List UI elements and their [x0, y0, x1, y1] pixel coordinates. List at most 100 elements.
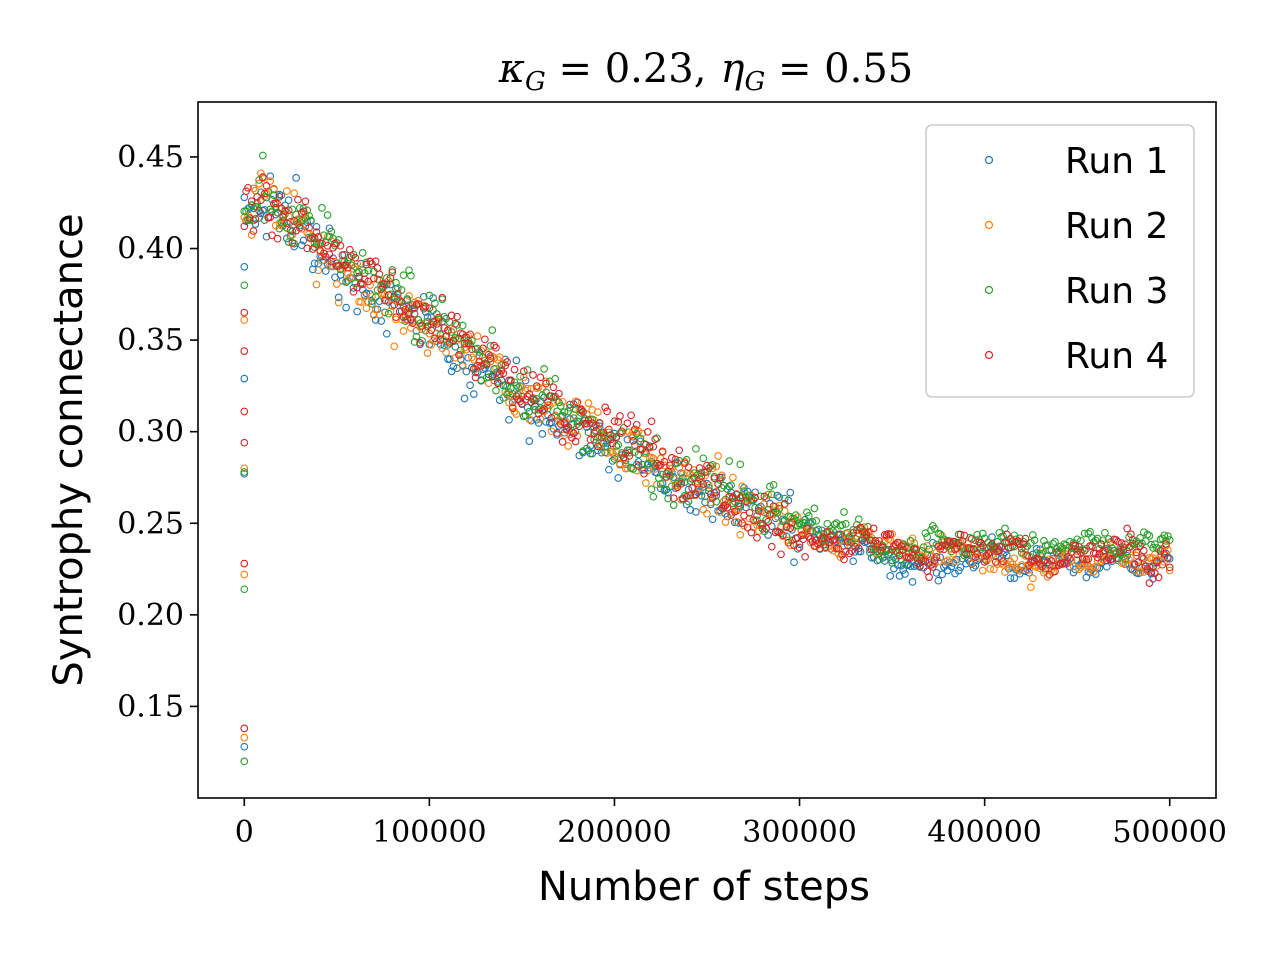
data-point: [499, 394, 508, 402]
data-point: [679, 470, 687, 478]
data-point: [240, 222, 249, 231]
data-point: [479, 344, 487, 353]
data-point: [977, 543, 985, 552]
data-point: [268, 231, 276, 240]
data-point: [310, 259, 319, 268]
data-point: [782, 523, 791, 531]
data-point: [586, 435, 595, 444]
data-point: [464, 339, 473, 348]
data-point: [260, 189, 269, 198]
legend-box: [925, 124, 1195, 398]
data-point: [473, 332, 482, 340]
data-point: [475, 351, 484, 360]
data-point: [705, 464, 713, 473]
data-point: [444, 341, 452, 349]
x-tick-label: 300000: [742, 815, 857, 850]
data-point: [773, 508, 782, 517]
data-point: [290, 217, 299, 225]
data-point: [303, 229, 312, 237]
data-point: [610, 452, 619, 461]
data-point: [456, 329, 465, 338]
data-point: [556, 420, 565, 428]
data-point: [329, 262, 337, 271]
data-point: [777, 550, 785, 559]
data-point: [523, 403, 532, 412]
data-point: [1136, 542, 1144, 550]
data-point: [282, 219, 291, 228]
data-point: [1027, 558, 1035, 566]
data-point: [706, 498, 715, 507]
data-point: [864, 522, 872, 531]
x-tick-label: 100000: [372, 815, 487, 850]
data-point: [427, 341, 436, 349]
data-point: [880, 557, 889, 565]
data-point: [610, 417, 619, 426]
data-point: [927, 526, 935, 534]
data-point: [756, 492, 765, 501]
data-point: [593, 442, 602, 451]
data-point: [643, 427, 652, 436]
data-point: [556, 417, 565, 426]
data-point: [307, 216, 315, 225]
data-point: [843, 538, 852, 546]
data-point: [753, 533, 761, 542]
data-point: [510, 407, 519, 416]
data-point: [431, 334, 439, 343]
data-point: [419, 304, 428, 313]
data-point: [962, 559, 970, 568]
data-point: [366, 281, 374, 289]
data-point: [810, 504, 819, 513]
data-point: [584, 428, 593, 437]
data-point: [830, 520, 839, 529]
data-point: [495, 353, 504, 361]
data-point: [240, 733, 249, 742]
data-point: [721, 518, 730, 526]
data-point: [325, 250, 334, 259]
data-point: [588, 419, 597, 428]
data-point: [514, 383, 523, 392]
data-point: [558, 397, 567, 406]
data-point: [512, 356, 521, 365]
data-point: [464, 331, 473, 340]
data-point: [1045, 570, 1054, 579]
data-point: [1010, 574, 1019, 582]
data-point: [473, 361, 482, 370]
data-point: [747, 528, 756, 537]
data-point: [710, 474, 719, 483]
data-point: [1149, 562, 1157, 571]
data-point: [416, 338, 424, 347]
data-point: [357, 259, 365, 268]
data-point: [382, 280, 391, 289]
data-point: [786, 488, 795, 497]
data-point: [460, 394, 469, 403]
data-point: [990, 542, 998, 551]
data-point: [451, 334, 460, 342]
data-point: [804, 512, 813, 520]
data-point: [647, 417, 656, 426]
data-point: [1084, 555, 1093, 563]
data-point: [677, 479, 685, 488]
data-point: [638, 460, 647, 469]
data-point: [819, 534, 828, 542]
data-point: [355, 267, 363, 276]
data-point: [906, 537, 915, 545]
data-point: [586, 449, 595, 458]
data-point: [405, 266, 413, 275]
data-point: [284, 206, 293, 215]
data-point: [938, 570, 946, 579]
data-point: [969, 545, 978, 554]
data-point: [397, 298, 406, 306]
data-point: [286, 232, 295, 240]
data-point: [240, 742, 249, 751]
data-point: [773, 491, 782, 500]
data-point: [549, 383, 558, 392]
data-point: [708, 515, 717, 524]
data-point: [888, 545, 896, 554]
data-point: [432, 329, 441, 338]
legend-label: Run 4: [1065, 336, 1168, 377]
data-point: [438, 293, 447, 302]
data-point: [245, 214, 254, 222]
data-point: [721, 501, 730, 510]
data-point: [834, 544, 843, 553]
data-point: [1030, 556, 1039, 565]
